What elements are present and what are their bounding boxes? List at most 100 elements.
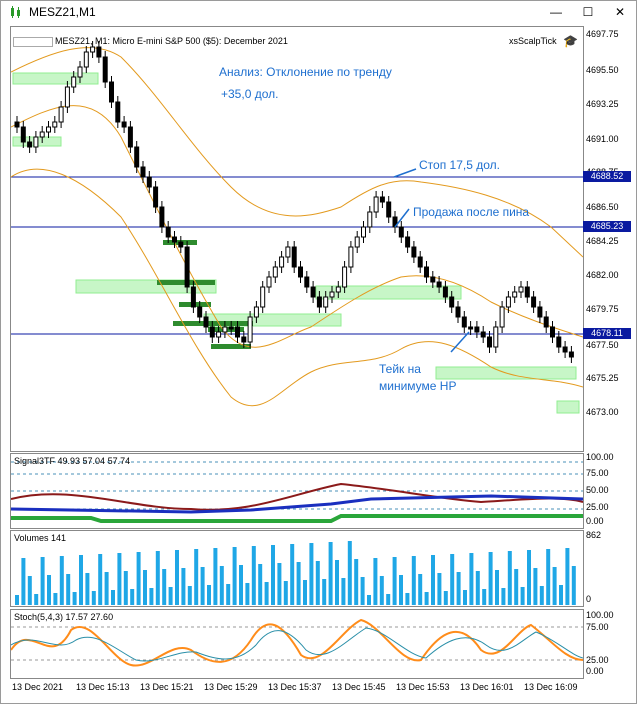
price-label: 4695.50 [586, 65, 619, 75]
candle-body [298, 266, 303, 278]
volume-bar [27, 576, 32, 605]
stochastic-canvas [11, 618, 583, 667]
candle-body [518, 286, 524, 293]
signal-line-red [11, 482, 583, 511]
candle-body [20, 126, 26, 143]
candle-body [550, 326, 555, 338]
stochastic-panel[interactable]: Stoch(5,4,3) 17.57 27.60 [10, 609, 584, 679]
price-label: 4679.75 [586, 304, 619, 314]
candle-body [90, 46, 96, 53]
volume-bar [463, 590, 467, 605]
volume-bar [98, 554, 103, 605]
level-price-box: 4678.11 [583, 328, 631, 339]
candle-body [354, 236, 360, 248]
candle-body [253, 306, 259, 318]
candle-body [146, 176, 152, 188]
candle-body [386, 201, 392, 218]
level-price-box: 4685.23 [583, 221, 631, 232]
price-label: 4691.00 [586, 134, 619, 144]
price-label: 4684.25 [586, 236, 619, 246]
annotation-take-2: минимуме НР [379, 379, 457, 393]
candle-body [209, 326, 215, 338]
volume-axis: 862 0 [583, 530, 635, 605]
volume-bar [130, 589, 135, 605]
volume-bar [450, 554, 455, 605]
volume-bar [111, 590, 115, 605]
candle-body [197, 306, 203, 318]
volume-bar [277, 563, 282, 605]
time-label: 13 Dec 2021 [12, 682, 64, 692]
volume-bar [290, 544, 295, 605]
close-button[interactable]: ✕ [614, 5, 626, 19]
candle-body [493, 326, 499, 348]
volume-bar [386, 594, 391, 605]
volume-bar [181, 568, 186, 605]
candle-body [52, 121, 58, 128]
volume-scale-label: 0 [586, 594, 592, 604]
price-label: 4682.00 [586, 270, 619, 280]
annotation-analysis-2: +35,0 дол. [221, 87, 279, 101]
candle-body [27, 141, 33, 148]
time-label: 13 Dec 15:13 [76, 682, 130, 692]
volume-bar [495, 570, 499, 605]
volume-bar [207, 585, 211, 605]
volume-bar [245, 583, 250, 605]
volume-bar [456, 572, 461, 605]
volume-bar [213, 548, 218, 605]
candle-body [190, 286, 196, 308]
candle-body [379, 196, 385, 203]
volume-bar [117, 553, 122, 605]
volume-bar [104, 572, 109, 605]
volume-bar [315, 561, 320, 605]
signal-indicator-panel[interactable]: Signal3TF 49.93 57.04 57.74 [10, 453, 584, 529]
candle-body [172, 236, 177, 243]
stoch-scale-label: 100.00 [586, 610, 614, 620]
volume-bar [66, 574, 71, 605]
candle-body [96, 46, 102, 58]
candle-body [304, 276, 310, 288]
price-axis[interactable]: 4697.75 4695.50 4693.25 4691.00 4688.75 … [583, 26, 635, 450]
candle-body [33, 136, 39, 148]
candle-body [241, 336, 247, 343]
main-price-chart[interactable]: MESZ21, M1: Micro E-mini S&P 500 ($5): D… [10, 26, 584, 452]
candle-body [562, 346, 568, 353]
annotation-sell: Продажа после пина [413, 205, 530, 219]
candle-body [543, 316, 549, 328]
candle-body [556, 336, 562, 348]
candle-body [127, 126, 133, 148]
stoch-scale-label: 75.00 [586, 622, 609, 632]
volume-bar [72, 592, 77, 605]
volume-bar [328, 542, 333, 605]
candle-body [159, 206, 165, 228]
minimize-button[interactable]: — [550, 5, 562, 19]
volume-bar [194, 549, 199, 605]
volume-bar [283, 581, 288, 605]
volume-bar [21, 558, 26, 605]
time-label: 13 Dec 16:01 [460, 682, 514, 692]
stoch-signal-line [11, 627, 583, 662]
volume-bar [219, 566, 224, 605]
volume-bar [527, 550, 531, 605]
volume-bar [559, 585, 563, 605]
candle-body [14, 121, 20, 128]
maximize-button[interactable]: ☐ [582, 5, 594, 19]
candle-body [102, 56, 108, 83]
candle-body [71, 76, 77, 88]
signal-scale-label: 100.00 [586, 452, 614, 462]
stochastic-header: Stoch(5,4,3) 17.57 27.60 [14, 612, 114, 622]
candle-body [285, 246, 291, 258]
candle-body [235, 326, 240, 338]
volume-bar [59, 556, 64, 605]
support-zone [556, 400, 580, 414]
candle-body [247, 316, 253, 343]
candle-body [46, 126, 51, 133]
candle-body [310, 286, 316, 298]
volume-bar [571, 566, 576, 605]
time-label: 13 Dec 15:21 [140, 682, 194, 692]
zone-marker [173, 321, 253, 326]
volume-panel[interactable]: Volumes 141 [10, 530, 584, 607]
time-label: 13 Dec 15:37 [268, 682, 322, 692]
title-bar[interactable]: MESZ21,M1 — ☐ ✕ [1, 1, 636, 23]
volume-bar [168, 587, 173, 605]
support-zone [12, 72, 99, 85]
